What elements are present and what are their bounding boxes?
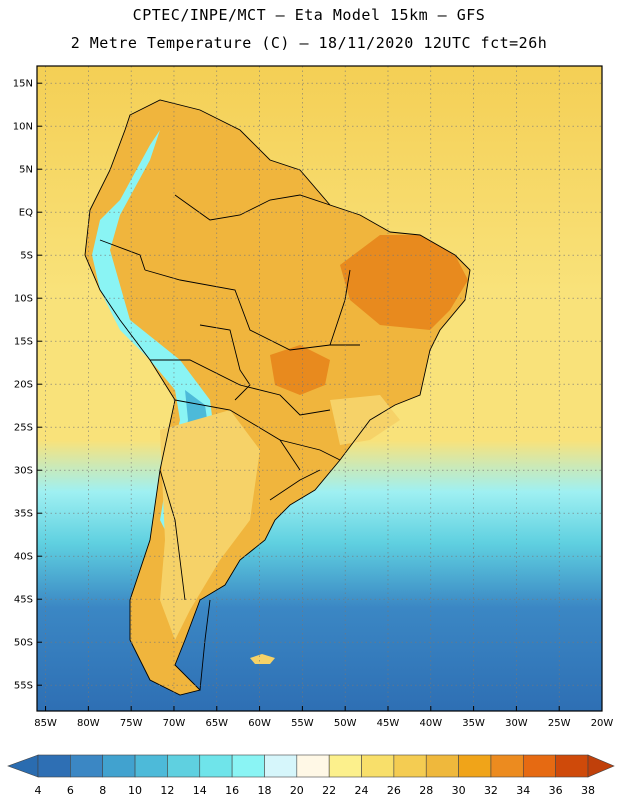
colorbar-swatch bbox=[231, 754, 265, 778]
colorbar: 4 6 8 10 12 14 16 18 20 22 24 26 28 30 32 34 36 38 bbox=[7, 754, 615, 797]
colorbar-level-label: 12 bbox=[160, 784, 174, 797]
lat-tick-label: 20S bbox=[14, 380, 33, 391]
lat-tick-label: 50S bbox=[14, 638, 33, 649]
colorbar-level-label: 28 bbox=[419, 784, 433, 797]
colorbar-swatch bbox=[393, 754, 427, 778]
hot-zone-central bbox=[270, 345, 330, 395]
latitude-axis: 15N 10N 5N EQ 5S 10S 15S 20S 25S 30S 35S 40S 45S 50S 5… bbox=[13, 79, 42, 692]
colorbar-level-label: 24 bbox=[355, 784, 369, 797]
lon-tick-label: 45W bbox=[377, 718, 400, 729]
lon-tick-label: 35W bbox=[462, 718, 485, 729]
colorbar-swatch bbox=[199, 754, 233, 778]
colorbar-swatch bbox=[296, 754, 330, 778]
lat-tick-label: 15N bbox=[13, 79, 33, 90]
lat-tick-label: 5N bbox=[19, 165, 33, 176]
falkland-islands bbox=[250, 654, 275, 664]
colorbar-level-label: 18 bbox=[257, 784, 271, 797]
colorbar-high-arrow bbox=[587, 754, 615, 778]
lon-tick-label: 75W bbox=[120, 718, 143, 729]
colorbar-swatch bbox=[522, 754, 556, 778]
longitude-axis: 85W 80W 75W 70W 65W 60W 55W 50W 45W 40W 35W 30W 25W 2… bbox=[34, 706, 613, 729]
colorbar-swatch bbox=[264, 754, 298, 778]
lon-tick-label: 30W bbox=[505, 718, 528, 729]
lon-tick-label: 20W bbox=[591, 718, 614, 729]
country-borders bbox=[84, 99, 471, 696]
map-frame bbox=[36, 65, 603, 712]
chart-title-line2: 2 Metre Temperature (C) – 18/11/2020 12U… bbox=[70, 34, 548, 52]
lon-tick-label: 50W bbox=[334, 718, 357, 729]
lat-tick-label: 30S bbox=[14, 466, 33, 477]
colorbar-level-label: 36 bbox=[549, 784, 563, 797]
lon-tick-label: 25W bbox=[548, 718, 571, 729]
lat-tick-label: 55S bbox=[14, 681, 33, 692]
light-land-zone bbox=[160, 410, 260, 640]
colorbar-swatch bbox=[70, 754, 104, 778]
warm-zone-southeast bbox=[330, 395, 400, 445]
colorbar-swatch bbox=[555, 754, 589, 778]
colorbar-swatch bbox=[490, 754, 524, 778]
lat-tick-label: 25S bbox=[14, 423, 33, 434]
colorbar-level-label: 20 bbox=[290, 784, 304, 797]
colorbar-level-label: 14 bbox=[193, 784, 207, 797]
lat-tick-label: 45S bbox=[14, 595, 33, 606]
colorbar-swatch bbox=[37, 754, 71, 778]
lon-tick-label: 65W bbox=[205, 718, 228, 729]
colorbar-low-arrow bbox=[7, 754, 39, 778]
colorbar-level-label: 34 bbox=[516, 784, 530, 797]
lon-tick-label: 60W bbox=[248, 718, 271, 729]
colorbar-level-label: 38 bbox=[581, 784, 595, 797]
colorbar-level-label: 32 bbox=[484, 784, 498, 797]
lat-tick-label: EQ bbox=[19, 208, 33, 219]
hot-zone-northeast bbox=[340, 235, 468, 330]
lat-tick-label: 10N bbox=[13, 122, 33, 133]
colorbar-swatch bbox=[134, 754, 168, 778]
colorbar-swatch bbox=[102, 754, 136, 778]
lat-tick-label: 40S bbox=[14, 552, 33, 563]
lon-tick-label: 70W bbox=[163, 718, 186, 729]
colorbar-level-label: 22 bbox=[322, 784, 336, 797]
lat-tick-label: 35S bbox=[14, 509, 33, 520]
colorbar-level-label: 16 bbox=[225, 784, 239, 797]
colorbar-level-label: 6 bbox=[67, 784, 74, 797]
colorbar-level-label: 10 bbox=[128, 784, 142, 797]
lon-tick-label: 80W bbox=[77, 718, 100, 729]
colorbar-level-label: 26 bbox=[387, 784, 401, 797]
chart-title-line1: CPTEC/INPE/MCT – Eta Model 15km – GFS bbox=[132, 6, 486, 24]
colorbar-level-label: 8 bbox=[99, 784, 106, 797]
colorbar-level-label: 30 bbox=[452, 784, 466, 797]
lat-tick-label: 10S bbox=[14, 294, 33, 305]
lat-tick-label: 15S bbox=[14, 337, 33, 348]
colorbar-swatch bbox=[458, 754, 492, 778]
colorbar-level-label: 4 bbox=[35, 784, 42, 797]
colorbar-swatch bbox=[328, 754, 362, 778]
colorbar-swatch bbox=[361, 754, 395, 778]
lon-tick-label: 55W bbox=[291, 718, 314, 729]
map-area bbox=[37, 66, 602, 711]
colorbar-swatch bbox=[167, 754, 201, 778]
lon-tick-label: 40W bbox=[419, 718, 442, 729]
colorbar-swatch bbox=[425, 754, 459, 778]
lon-tick-label: 85W bbox=[34, 718, 57, 729]
lat-tick-label: 5S bbox=[20, 251, 33, 262]
